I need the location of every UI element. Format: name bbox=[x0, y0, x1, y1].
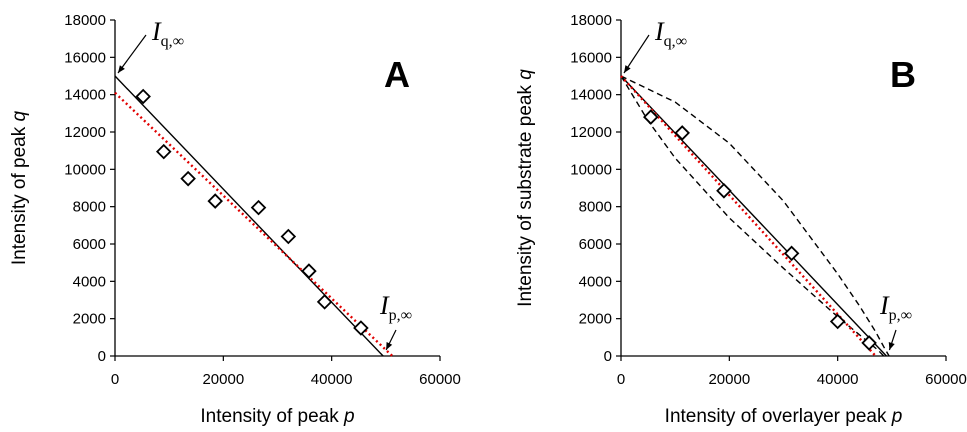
data-point-diamond bbox=[135, 88, 151, 105]
y-tick-label: 6000 bbox=[579, 236, 612, 253]
data-point-diamond bbox=[353, 320, 369, 336]
annotation-ip: Ip,∞ bbox=[879, 291, 912, 324]
annotation-iq: Iq,∞ bbox=[151, 17, 184, 50]
annotation-iq: Iq,∞ bbox=[654, 17, 687, 50]
y-tick-label: 16000 bbox=[570, 49, 612, 66]
x-tick-label: 60000 bbox=[925, 371, 967, 388]
y-tick-label: 16000 bbox=[64, 49, 106, 66]
x-tick-label: 40000 bbox=[817, 371, 859, 388]
data-point-diamond bbox=[861, 335, 877, 351]
data-point-diamond bbox=[180, 170, 196, 187]
solid-fit-line bbox=[620, 75, 887, 357]
panel-a: 0 2000 4000 6000 8000 10000 12000 14000 16000 180… bbox=[9, 12, 461, 427]
y-tick-label: 8000 bbox=[579, 199, 612, 216]
data-point-diamond bbox=[250, 199, 267, 216]
y-tick-label: 14000 bbox=[64, 87, 106, 104]
y-tick-label: 18000 bbox=[570, 12, 612, 29]
x-axis-title: Intensity of overlayer peak p bbox=[665, 406, 903, 427]
panel-letter: A bbox=[384, 54, 410, 95]
y-tick-label: 14000 bbox=[570, 87, 612, 104]
y-tick-label: 4000 bbox=[73, 273, 106, 290]
data-point-diamond bbox=[155, 143, 172, 160]
y-tick-label: 12000 bbox=[570, 124, 612, 141]
x-tick-label: 60000 bbox=[419, 371, 461, 388]
y-tick-label: 2000 bbox=[579, 311, 612, 328]
panel-b: 0 2000 4000 6000 8000 10000 12000 14000 16000 180… bbox=[515, 12, 967, 427]
annotation-arrow-line bbox=[117, 34, 147, 74]
annotation-arrow-line bbox=[623, 34, 650, 74]
x-tick-label: 20000 bbox=[708, 371, 750, 388]
y-tick-label: 0 bbox=[604, 348, 612, 365]
y-tick-label: 0 bbox=[98, 348, 106, 365]
red-dotted-fit-line bbox=[620, 75, 877, 357]
data-point-diamond bbox=[316, 294, 333, 310]
y-axis-title: Intensity of peak q bbox=[9, 110, 30, 265]
annotation-arrow-head bbox=[118, 65, 125, 73]
annotation-ip: Ip,∞ bbox=[379, 291, 412, 324]
y-tick-label: 2000 bbox=[73, 311, 106, 328]
annotation-arrow-head bbox=[386, 342, 393, 350]
y-tick-label: 6000 bbox=[73, 236, 106, 253]
data-point-diamond bbox=[783, 245, 800, 262]
data-point-diamond bbox=[643, 109, 659, 125]
y-tick-label: 12000 bbox=[64, 124, 106, 141]
panel-letter: B bbox=[890, 54, 916, 95]
data-point-diamond bbox=[301, 263, 317, 279]
data-point-diamond bbox=[716, 183, 732, 199]
annotation-arrow-head bbox=[624, 65, 631, 73]
x-axis-title: Intensity of peak p bbox=[200, 406, 354, 427]
dashed-bound-curve bbox=[620, 75, 890, 357]
annotation-arrow-head bbox=[888, 342, 895, 350]
data-point-diamond bbox=[207, 193, 223, 209]
y-tick-label: 4000 bbox=[579, 273, 612, 290]
y-tick-label: 8000 bbox=[73, 199, 106, 216]
y-tick-label: 10000 bbox=[64, 161, 106, 178]
y-tick-label: 10000 bbox=[570, 161, 612, 178]
data-point-diamond bbox=[829, 313, 846, 330]
y-axis-title: Intensity of substrate peak q bbox=[515, 69, 536, 307]
x-tick-label: 20000 bbox=[202, 371, 244, 388]
x-tick-label: 0 bbox=[111, 371, 119, 388]
solid-fit-line bbox=[114, 75, 384, 357]
data-point-diamond bbox=[280, 228, 297, 245]
y-tick-label: 18000 bbox=[64, 12, 106, 29]
red-dotted-fit-line bbox=[114, 91, 394, 357]
dashed-bound-curve bbox=[620, 75, 885, 357]
x-tick-label: 40000 bbox=[311, 371, 353, 388]
data-point-diamond bbox=[674, 125, 690, 141]
x-tick-label: 0 bbox=[617, 371, 625, 388]
